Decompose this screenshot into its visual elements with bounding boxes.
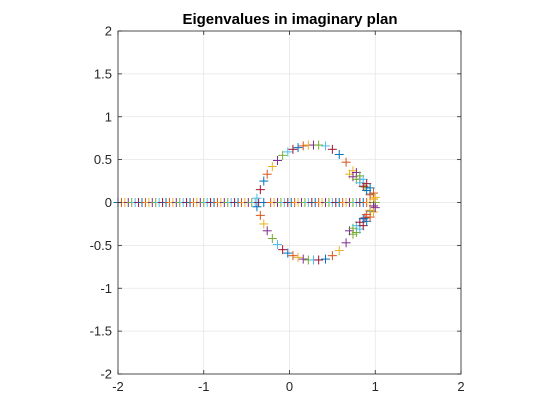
point-marker: [314, 255, 324, 265]
y-tick-label: -1.5: [90, 324, 112, 339]
point-marker: [255, 185, 265, 195]
point-marker: [370, 192, 380, 202]
point-marker: [262, 169, 272, 179]
point-marker: [267, 234, 277, 244]
point-marker: [314, 140, 324, 150]
point-marker: [334, 149, 344, 159]
x-tick-label: -1: [198, 379, 210, 394]
y-tick-labels: -2 -1.5 -1 -0.5 0 0.5 1 1.5 2: [90, 24, 112, 382]
point-marker: [369, 207, 379, 217]
y-tick-label: -1: [100, 281, 112, 296]
point-marker: [288, 144, 298, 154]
point-marker: [334, 246, 344, 256]
point-marker: [272, 240, 282, 250]
y-tick-label: 2: [105, 24, 112, 39]
point-marker: [293, 143, 303, 153]
chart-title: Eigenvalues in imaginary plan: [182, 11, 397, 28]
point-marker: [365, 183, 375, 193]
point-marker: [259, 176, 269, 186]
x-tick-label: 2: [457, 379, 464, 394]
point-marker: [252, 193, 262, 203]
y-tick-label: -2: [100, 367, 112, 382]
point-marker: [321, 254, 331, 264]
point-marker: [272, 155, 282, 165]
y-tick-label: 0.5: [94, 152, 112, 167]
point-marker: [288, 251, 298, 261]
point-marker: [252, 202, 262, 212]
x-tick-labels: -2 -1 0 1 2: [112, 379, 464, 394]
point-marker: [267, 161, 277, 171]
axis-ticks: [117, 30, 462, 375]
point-marker: [283, 147, 293, 157]
point-marker: [298, 254, 308, 264]
point-marker: [262, 226, 272, 236]
point-marker: [369, 188, 379, 198]
y-tick-label: -0.5: [90, 238, 112, 253]
x-tick-label: 1: [372, 379, 379, 394]
point-marker: [365, 212, 375, 222]
point-marker: [255, 210, 265, 220]
point-marker: [259, 219, 269, 229]
point-marker: [341, 157, 351, 167]
point-marker: [278, 245, 288, 255]
data-points: [113, 140, 380, 265]
point-marker: [370, 203, 380, 213]
x-tick-label: -2: [112, 379, 124, 394]
y-tick-label: 1.5: [94, 66, 112, 81]
point-marker: [321, 141, 331, 151]
y-tick-label: 1: [105, 109, 112, 124]
point-marker: [298, 141, 308, 151]
point-marker: [283, 248, 293, 258]
point-marker: [327, 144, 337, 154]
x-tick-label: 0: [286, 379, 293, 394]
point-marker: [327, 251, 337, 261]
point-marker: [341, 238, 351, 248]
point-marker: [278, 150, 288, 160]
point-marker: [293, 252, 303, 262]
y-tick-label: 0: [105, 195, 112, 210]
